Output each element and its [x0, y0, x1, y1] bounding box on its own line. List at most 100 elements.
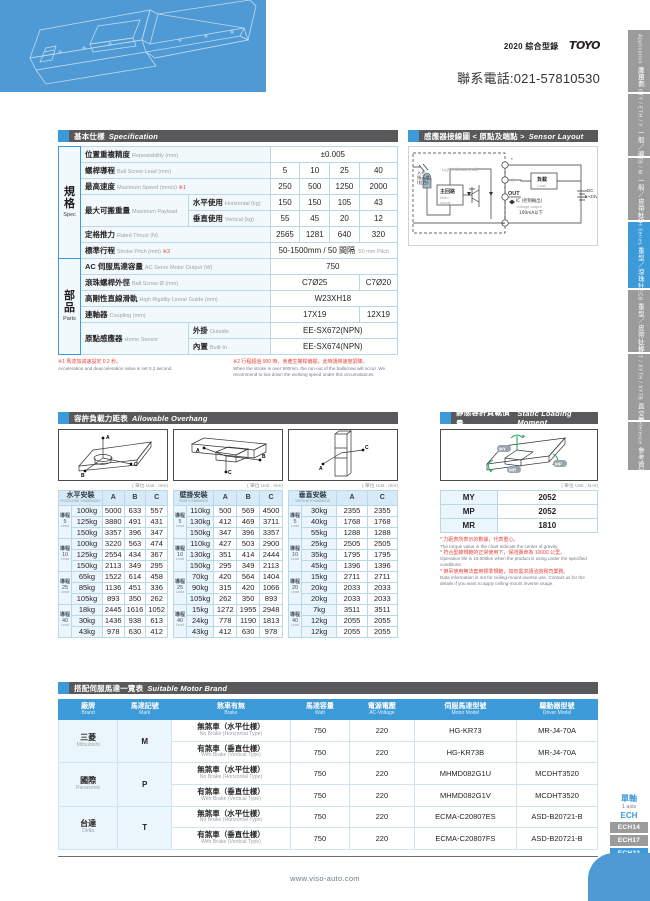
overhang-row: 導程 40 Lead 7kg 3511 3511	[288, 603, 399, 638]
svg-text:C: C	[228, 470, 232, 476]
overhang-value: 1522	[101, 570, 125, 583]
spec-row-label: 最高速度 Maximum Speed (mm/s) ※1	[80, 178, 271, 195]
overhang-value: 503	[236, 537, 261, 550]
motor-brake-type: 無煞車（水平仕樣） No Brake (Horizontal Type)	[171, 762, 291, 785]
specification-table-wrap: 規格 Spec 位置重複精度 Repeatability (mm) ±0.005 螺桿導程…	[58, 146, 399, 355]
overhang-value: 1136	[101, 581, 125, 594]
motor-brand-table: 廠牌 Brand 馬達記號 Mark 煞車有無 Brake 馬達容量 Watt 電源電壓 AC-V…	[57, 698, 598, 850]
spec-row-label: 位置重複精度 Repeatability (mm)	[80, 146, 271, 163]
overhang-lead-group-10: 導程 10 Lead	[58, 537, 72, 572]
section-tick	[440, 412, 451, 424]
overhang-col-B: B	[236, 490, 261, 506]
overhang-value: 262	[213, 592, 238, 605]
overhang-payload: 45kg	[300, 559, 338, 572]
overhang-title-en: Allowable Overhang	[131, 413, 208, 423]
spec-value: 150	[299, 194, 331, 211]
spec-row-sublabel: 垂直使用 Vertical (kg)	[187, 210, 271, 227]
mini-index-chip-ech14[interactable]: ECH14	[610, 822, 648, 833]
side-tab-gth-gty-eth-y[interactable]: GTH / GTY / ETH / Y 一般／滾珠牡桿	[628, 71, 650, 179]
moment-title-cn: 靜態容許負載慣量	[456, 408, 510, 428]
side-tab-label: ETB / M 一般／皮帶牡桿	[636, 152, 644, 226]
svg-text:OUT: OUT	[508, 191, 520, 197]
allowable-overhang-panel: 容許負載力距表 Allowable Overhang	[58, 412, 399, 638]
overhang-payload: 18kg	[71, 603, 103, 616]
overhang-value: 557	[145, 504, 168, 517]
moment-row: MP 2052	[440, 504, 599, 519]
specification-panel: 基本仕樣 Specification 規格 Spec 位置重複精度 Repeatabi…	[58, 130, 399, 378]
overhang-figure-vertical: A C ( 單位 Unit : mm)	[288, 429, 398, 489]
spec-row-label: 定格推力 Rated Thrust (N)	[80, 226, 271, 243]
spec-value: 2565	[269, 226, 301, 243]
overhang-value: 1768	[366, 515, 399, 528]
overhang-lead-group-25: 導程 25 Lead	[173, 570, 187, 605]
side-tab-etb-m[interactable]: ETB / M 一般／皮帶牡桿	[628, 153, 650, 225]
overhang-row: 40kg 1768 1768	[289, 515, 399, 528]
overhang-col-B: B	[123, 490, 147, 506]
overhang-payload: 150kg	[185, 559, 215, 572]
motor-model: ECMA-C20807ES	[413, 805, 518, 829]
mini-index-chip-ech17[interactable]: ECH17	[610, 835, 648, 846]
overhang-value: 420	[213, 570, 238, 583]
overhang-value: 3511	[336, 603, 368, 616]
overhang-payload: 12kg	[300, 625, 338, 638]
side-tab-xygt-xyth-xytb[interactable]: XYGT / XYTH / XYTB 直交機器	[628, 343, 650, 431]
moment-note-2-cn: * 符合型錄規範的正常使用下，保證壽命為 10000 公里。	[440, 549, 566, 556]
overhang-payload: 20kg	[300, 581, 338, 594]
overhang-row: 55kg 1288 1288	[289, 526, 399, 539]
svg-text:Load: Load	[537, 183, 546, 188]
spec-row-label: 最大可搬重量 Maximum Payload	[80, 194, 189, 227]
overhang-figures: A B C ( 單位 Unit : mm)	[58, 429, 398, 489]
side-tab-application[interactable]: Application 應用例	[628, 30, 650, 92]
moment-table: MY 2052 MP 2052 MR 1810	[440, 490, 599, 533]
motor-brake-type: 無煞車（水平仕樣） No Brake (Horizontal Type)	[171, 719, 291, 742]
overhang-value: 3880	[101, 515, 125, 528]
overhang-row: 導程 10 Lead 25kg 2505 2505	[288, 537, 399, 572]
mini-index-title-en: 1 axis	[621, 803, 637, 810]
overhang-value: 630	[123, 625, 147, 638]
overhang-row: 43kg 978 630 412	[59, 625, 168, 638]
hero-product-image	[0, 0, 266, 92]
side-tab-ech-series[interactable]: ECH Series 重型／滾珠牡桿	[628, 214, 650, 296]
overhang-title-cn: 容許負載力距表	[74, 413, 128, 423]
overhang-row: 125kg 2554 434 367	[59, 548, 168, 561]
overhang-row: 導程 10 Lead 110kg 427 503 2900	[173, 537, 283, 572]
overhang-value: 2711	[336, 570, 368, 583]
motor-brake-type: 有煞車（垂直仕樣） With Brake (Vertical Type)	[171, 827, 291, 850]
overhang-lead-group-10: 導程 10 Lead	[173, 537, 187, 572]
overhang-value: 1955	[236, 603, 261, 616]
overhang-value: 431	[145, 515, 168, 528]
overhang-value: 563	[123, 537, 147, 550]
spec-row-sublabel: 水平使用 Horizontal (kg)	[187, 194, 271, 211]
overhang-value: 350	[236, 592, 261, 605]
overhang-value: 2033	[366, 592, 399, 605]
specification-table: 規格 Spec 位置重複精度 Repeatability (mm) ±0.005 螺桿導程…	[58, 146, 399, 355]
overhang-value: 1795	[336, 548, 368, 561]
spec-value: 105	[329, 194, 360, 211]
motor-model: HG-KR73B	[413, 740, 518, 764]
overhang-value: 630	[236, 625, 261, 638]
overhang-payload: 100kg	[71, 537, 103, 550]
overhang-section-header: 容許負載力距表 Allowable Overhang	[58, 412, 398, 424]
motor-watt: 750	[289, 805, 351, 829]
overhang-payload: 100kg	[71, 504, 103, 517]
driver-model: MCDHT3520	[516, 762, 598, 785]
svg-text:主回路: 主回路	[440, 188, 456, 195]
spec-row-label: 高剛性直線滑軌 High Rigidity Linear Guide (mm)	[80, 290, 271, 307]
side-tab-ecb[interactable]: ECB 重型／皮帶牡桿	[628, 289, 650, 353]
side-tab-reference[interactable]: Reference 參考資料	[628, 417, 650, 475]
motor-col-watt: 馬達容量 Watt	[289, 698, 351, 721]
motor-voltage: 220	[349, 740, 415, 764]
overhang-figure-wall: A C B ( 單位 Unit : mm)	[173, 429, 283, 489]
overhang-value: 349	[123, 559, 147, 572]
motor-watt: 750	[289, 719, 351, 742]
spec-value: 55	[269, 210, 301, 227]
svg-text:Light indicator(red): Light indicator(red)	[442, 167, 478, 172]
moment-label: MP	[440, 504, 498, 519]
spec-value: 25	[329, 162, 360, 179]
motor-mark: P	[117, 762, 173, 807]
svg-text:Main: Main	[440, 195, 449, 200]
overhang-row: 90kg 315 420 1066	[174, 581, 283, 594]
overhang-value: 347	[145, 526, 168, 539]
spec-table-row: 原點感應器 Home Sensor 外掛 Outside EE-SX672(NPN)	[59, 322, 399, 355]
overhang-payload: 125kg	[71, 515, 103, 528]
